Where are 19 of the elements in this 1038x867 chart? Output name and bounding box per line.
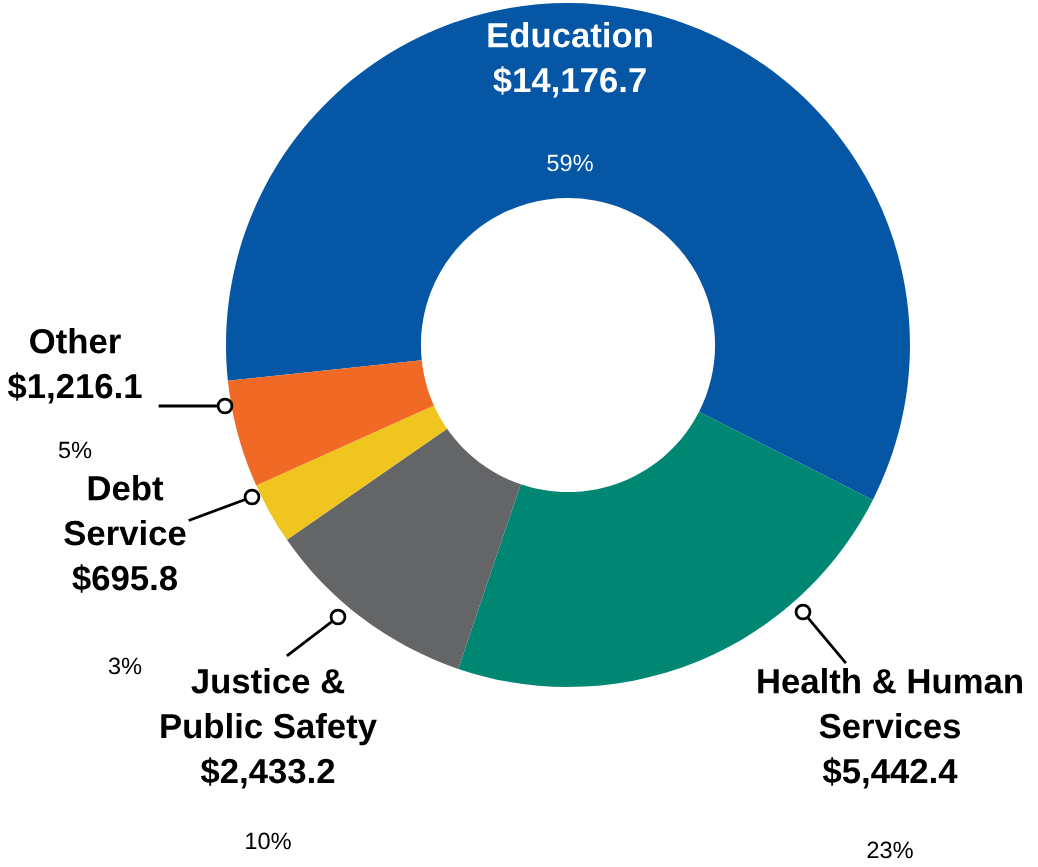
text: 3% [108,657,142,675]
slice-label: Debt Service [64,475,186,546]
slice-label: Justice & Public Safety [161,668,377,746]
slice-label: Health & Human Services [758,668,1022,739]
slice-label: Education [488,22,652,48]
donut-slice [286,428,521,669]
text: 5% [58,441,92,459]
data-label: $1,216.1 [7,372,142,404]
donut-slice [226,3,910,501]
slice-label: Other [30,328,121,354]
donut-slice [256,405,448,540]
data-label: $14,176.7 [493,66,646,98]
donut-slice [227,360,434,486]
data-label: $695.8 [72,564,178,593]
text: 59% [547,154,593,172]
data-label: $2,433.2 [200,757,335,789]
text: 10% [246,832,291,850]
text: 23% [867,841,913,859]
data-label: $5,442.4 [822,757,958,789]
